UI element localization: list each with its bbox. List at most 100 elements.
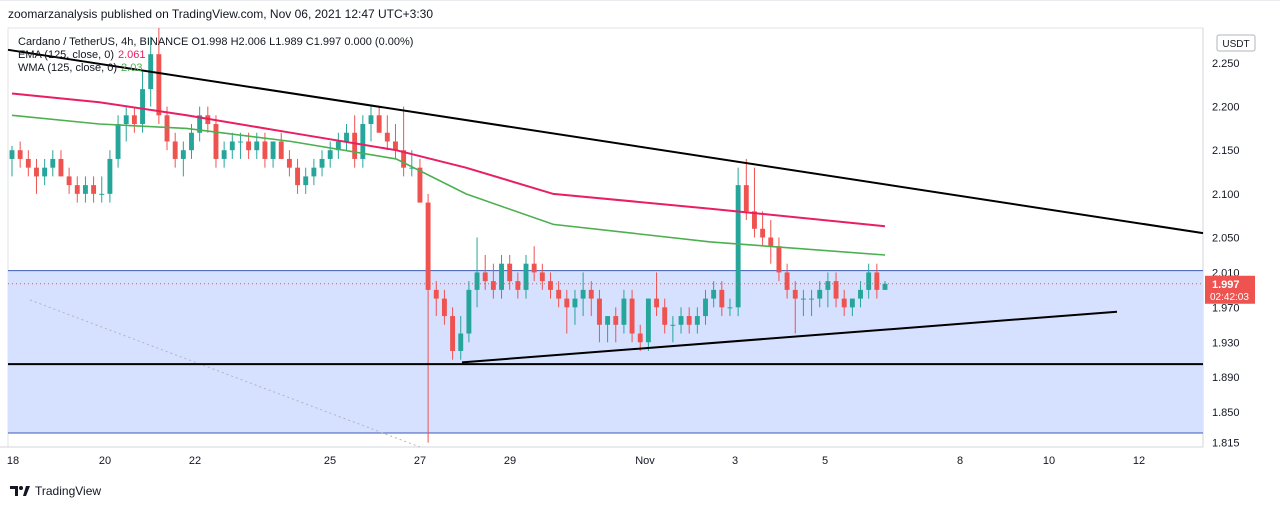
candle-body[interactable] (711, 289, 717, 299)
candle-body[interactable] (792, 289, 798, 299)
candle-body[interactable] (156, 54, 162, 116)
ema-line[interactable] (11, 92, 886, 228)
candle-body[interactable] (507, 263, 513, 282)
candle-body[interactable] (858, 289, 863, 299)
candle-body[interactable] (246, 141, 252, 151)
candle-body[interactable] (874, 272, 880, 290)
candle-body[interactable] (654, 298, 659, 308)
candle-body[interactable] (197, 115, 203, 133)
candle-body[interactable] (352, 132, 358, 159)
candle-body[interactable] (34, 167, 39, 177)
candle-body[interactable] (841, 298, 847, 308)
symbol-info[interactable]: Cardano / TetherUS, 4h, BINANCE O1.998 H… (18, 36, 414, 48)
candle-body[interactable] (670, 324, 676, 326)
candle-body[interactable] (768, 237, 774, 247)
candle-body[interactable] (417, 167, 423, 203)
candle-body[interactable] (809, 298, 815, 300)
candle-body[interactable] (531, 263, 537, 273)
candle-body[interactable] (433, 289, 439, 299)
candle-body[interactable] (466, 289, 472, 334)
ascending-trendline[interactable] (461, 310, 1118, 364)
candle-body[interactable] (384, 132, 390, 142)
candle-body[interactable] (482, 272, 488, 282)
candle-body[interactable] (490, 281, 496, 290)
candle-body[interactable] (17, 150, 23, 159)
candle-body[interactable] (735, 185, 741, 308)
candle-body[interactable] (131, 115, 137, 125)
candle-body[interactable] (515, 281, 521, 290)
candle-body[interactable] (743, 185, 749, 212)
wma-line[interactable] (11, 114, 886, 256)
candle-body[interactable] (849, 298, 855, 308)
candle-body[interactable] (776, 246, 782, 273)
candle-body[interactable] (686, 316, 692, 325)
candle-body[interactable] (694, 316, 700, 325)
candle-body[interactable] (238, 141, 243, 143)
candle-body[interactable] (319, 158, 325, 168)
candle-body[interactable] (817, 289, 823, 299)
candle-body[interactable] (825, 281, 831, 290)
candle-body[interactable] (588, 289, 594, 299)
candle-body[interactable] (303, 176, 309, 186)
candle-body[interactable] (425, 202, 431, 290)
candle-body[interactable] (327, 150, 333, 159)
candle-body[interactable] (50, 158, 56, 168)
candle-body[interactable] (539, 272, 545, 282)
candle-body[interactable] (9, 150, 15, 159)
candle-body[interactable] (221, 150, 227, 159)
candle-body[interactable] (107, 158, 113, 194)
candle-body[interactable] (784, 272, 790, 290)
candle-body[interactable] (180, 150, 186, 159)
candle-body[interactable] (833, 281, 839, 299)
candle-body[interactable] (115, 124, 121, 159)
candle-body[interactable] (548, 281, 553, 290)
candle-body[interactable] (752, 211, 757, 229)
candle-body[interactable] (800, 298, 806, 300)
candle-body[interactable] (596, 298, 602, 325)
candle-body[interactable] (164, 115, 170, 142)
candle-body[interactable] (458, 333, 464, 351)
ema-legend[interactable]: EMA (125, close, 0) 2.061 (18, 49, 413, 62)
candle-body[interactable] (474, 272, 480, 290)
candle-body[interactable] (662, 307, 668, 325)
candle-body[interactable] (66, 176, 72, 186)
candle-body[interactable] (123, 115, 129, 125)
candle-body[interactable] (254, 141, 260, 151)
candle-body[interactable] (760, 228, 766, 238)
candle-body[interactable] (580, 289, 586, 299)
candle-body[interactable] (368, 115, 374, 125)
currency-badge[interactable] (1216, 34, 1256, 52)
candle-body[interactable] (295, 167, 301, 186)
candle-body[interactable] (25, 158, 31, 168)
candle-body[interactable] (866, 272, 872, 290)
candle-body[interactable] (99, 193, 105, 195)
candle-body[interactable] (450, 316, 456, 351)
candle-body[interactable] (703, 298, 708, 317)
candle-body[interactable] (882, 283, 888, 290)
candle-body[interactable] (629, 298, 635, 334)
candle-body[interactable] (441, 298, 447, 317)
candle-body[interactable] (727, 307, 733, 309)
candle-body[interactable] (311, 167, 317, 177)
candle-body[interactable] (719, 289, 725, 308)
candle-body[interactable] (564, 298, 570, 308)
candle-body[interactable] (523, 263, 529, 290)
candle-body[interactable] (229, 141, 235, 151)
candle-body[interactable] (409, 167, 415, 169)
candle-body[interactable] (637, 333, 643, 343)
candle-body[interactable] (172, 141, 178, 159)
candle-body[interactable] (58, 158, 64, 177)
tradingview-brand[interactable]: TradingView (10, 484, 101, 498)
candle-body[interactable] (189, 132, 194, 151)
candle-body[interactable] (360, 124, 366, 159)
candle-body[interactable] (621, 298, 627, 325)
wma-legend[interactable]: WMA (125, close, 0) 2.03 (18, 62, 413, 75)
candle-body[interactable] (286, 158, 292, 168)
candle-body[interactable] (74, 185, 80, 194)
candle-body[interactable] (572, 298, 578, 308)
candle-body[interactable] (605, 316, 611, 325)
candle-body[interactable] (42, 167, 48, 177)
candle-body[interactable] (140, 89, 145, 125)
candle-body[interactable] (91, 185, 97, 194)
candle-body[interactable] (556, 289, 562, 299)
